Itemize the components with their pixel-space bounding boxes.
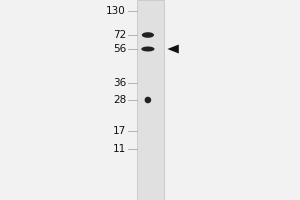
Ellipse shape <box>141 46 154 51</box>
Text: 130: 130 <box>106 6 126 16</box>
Text: 11: 11 <box>113 144 126 154</box>
Text: 36: 36 <box>113 78 126 88</box>
Polygon shape <box>167 45 179 53</box>
Text: 56: 56 <box>113 44 126 54</box>
Text: 17: 17 <box>113 126 126 136</box>
FancyBboxPatch shape <box>136 0 164 200</box>
Ellipse shape <box>145 97 151 103</box>
Ellipse shape <box>142 32 154 38</box>
Text: 28: 28 <box>113 95 126 105</box>
Text: 72: 72 <box>113 30 126 40</box>
